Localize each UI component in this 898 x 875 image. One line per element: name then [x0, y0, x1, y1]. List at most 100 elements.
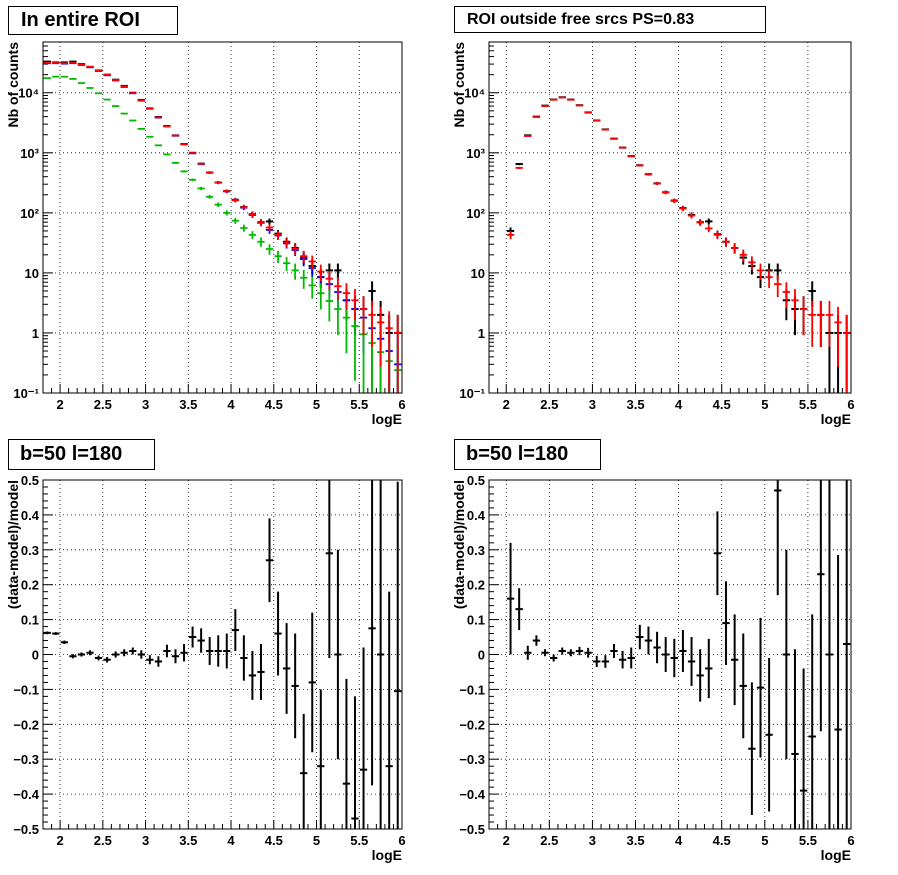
- y-tick-label: 10: [25, 266, 39, 281]
- x-tick-label: 5: [761, 833, 768, 848]
- data-point: [748, 682, 756, 816]
- x-tick-label: 5.5: [799, 397, 817, 412]
- x-tick-label: 6: [398, 833, 405, 848]
- data-point: [739, 249, 747, 262]
- data-point: [188, 626, 197, 648]
- data-point: [662, 190, 670, 195]
- data-point: [653, 631, 661, 664]
- data-point: [86, 650, 94, 656]
- x-axis-label: logE: [821, 411, 851, 427]
- data-point: [834, 555, 842, 829]
- data-point: [171, 649, 180, 664]
- y-tick-label: 10⁻¹: [13, 386, 39, 401]
- data-point: [799, 296, 808, 336]
- y-tick-label: 0.3: [21, 543, 39, 558]
- x-tick-label: 4: [227, 833, 235, 848]
- data-point: [575, 646, 584, 656]
- data-point: [291, 633, 299, 739]
- y-tick-label: 0.4: [467, 508, 486, 523]
- data-point: [351, 289, 359, 321]
- y-tick-label: 0: [32, 648, 39, 663]
- y-tick-label: 0.4: [21, 508, 40, 523]
- series-3: [43, 75, 402, 393]
- series-2: [43, 62, 402, 393]
- y-tick-label: 10⁴: [464, 86, 485, 101]
- data-point: [248, 231, 257, 240]
- y-axis-label: (data-model)/model: [451, 480, 467, 609]
- data-point: [817, 480, 825, 732]
- data-point: [291, 263, 299, 280]
- data-point: [223, 633, 231, 669]
- plot-frame: [42, 41, 403, 394]
- data-point: [722, 237, 730, 247]
- y-tick-label: 0.2: [21, 578, 39, 593]
- data-point: [541, 649, 549, 657]
- x-tick-label: 2: [503, 397, 510, 412]
- data-point: [129, 92, 137, 94]
- data-point: [334, 263, 342, 280]
- data-point: [154, 116, 163, 119]
- x-tick-label: 3.5: [179, 833, 197, 848]
- data-point: [129, 647, 137, 655]
- data-point: [679, 206, 687, 212]
- data-point: [240, 224, 248, 232]
- data-point: [722, 581, 730, 665]
- x-tick-label: 5: [313, 833, 320, 848]
- x-tick-label: 3: [589, 397, 596, 412]
- data-point: [705, 225, 713, 233]
- data-point: [282, 238, 291, 248]
- y-tick-label: 0.1: [467, 613, 485, 628]
- data-point: [300, 269, 308, 289]
- data-point: [368, 300, 376, 347]
- data-point: [103, 98, 111, 101]
- data-point: [394, 314, 402, 393]
- data-point: [325, 270, 333, 291]
- data-point: [601, 655, 610, 668]
- data-point: [163, 644, 171, 658]
- data-point: [146, 655, 154, 665]
- data-point: [274, 591, 282, 676]
- data-point: [524, 645, 532, 660]
- data-point: [549, 98, 558, 101]
- data-point: [206, 637, 214, 665]
- data-point: [696, 649, 704, 702]
- plot-frame: [42, 479, 403, 830]
- data-point: [231, 609, 239, 652]
- data-point: [214, 635, 222, 667]
- data-point: [368, 480, 376, 786]
- data-point: [188, 152, 197, 154]
- data-point: [644, 173, 653, 176]
- x-axis-label: logE: [372, 411, 402, 427]
- data-point: [808, 300, 816, 347]
- data-point: [308, 276, 316, 299]
- data-point: [532, 116, 541, 118]
- x-tick-label: 4.5: [265, 833, 283, 848]
- data-point: [506, 231, 515, 240]
- data-point: [342, 678, 351, 829]
- data-point: [180, 143, 188, 146]
- data-point: [308, 612, 316, 753]
- data-point: [506, 542, 515, 655]
- y-tick-label: −0.5: [459, 822, 485, 837]
- series-1: [506, 96, 851, 393]
- data-point: [171, 161, 180, 164]
- data-point: [188, 178, 197, 182]
- data-point: [240, 204, 248, 210]
- y-tick-label: −0.4: [13, 787, 39, 802]
- data-point: [774, 480, 782, 596]
- data-point: [137, 650, 145, 659]
- data-point: [265, 218, 274, 225]
- data-point: [342, 303, 351, 354]
- data-point: [334, 549, 342, 760]
- x-tick-label: 2: [56, 397, 63, 412]
- data-point: [636, 164, 644, 167]
- data-point: [248, 211, 257, 218]
- data-point: [696, 219, 704, 226]
- data-point: [515, 588, 523, 631]
- y-axis-label: Nb of counts: [451, 42, 467, 128]
- data-point: [627, 647, 635, 669]
- panel-4-title: b=50 l=180: [454, 439, 601, 470]
- data-point: [43, 631, 51, 635]
- data-point: [240, 635, 248, 681]
